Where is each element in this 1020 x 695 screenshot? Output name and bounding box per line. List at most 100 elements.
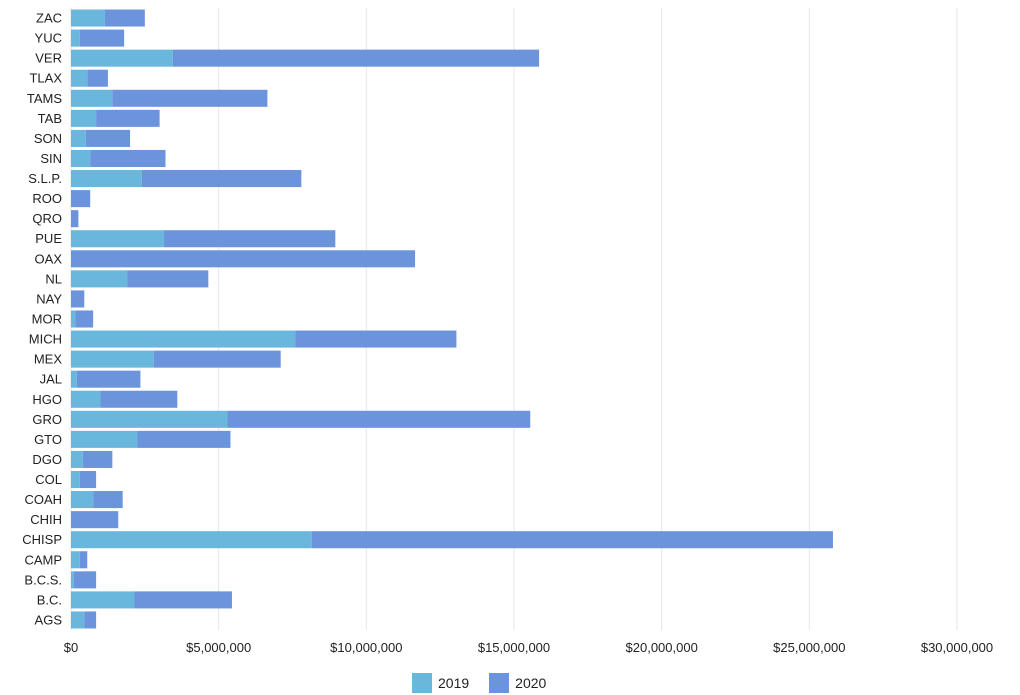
bar-2019[interactable]: [71, 390, 101, 408]
bar-2020[interactable]: [93, 491, 123, 509]
category-label: TAB: [38, 111, 62, 126]
bar-2020[interactable]: [76, 370, 141, 388]
category-label: ROO: [32, 191, 62, 206]
bar-2020[interactable]: [71, 511, 119, 529]
bar-2019[interactable]: [71, 370, 77, 388]
bar-2019[interactable]: [71, 330, 296, 348]
category-label: YUC: [35, 31, 62, 46]
category-label: GTO: [34, 432, 62, 447]
category-label: CHIH: [30, 512, 62, 527]
x-tick-label: $25,000,000: [773, 640, 845, 655]
bar-2020[interactable]: [79, 29, 125, 47]
x-tick-label: $20,000,000: [626, 640, 698, 655]
bar-2019[interactable]: [71, 49, 173, 67]
bar-2019[interactable]: [71, 29, 80, 47]
legend-swatch-2020: [489, 673, 510, 693]
category-label: NL: [45, 271, 62, 286]
bar-2020[interactable]: [141, 170, 302, 188]
legend-swatch-2019: [412, 673, 432, 693]
bar-2019[interactable]: [71, 129, 86, 147]
bar-2019[interactable]: [71, 9, 105, 27]
bar-2020[interactable]: [127, 270, 209, 288]
category-label: DGO: [32, 452, 62, 467]
category-label: HGO: [32, 392, 62, 407]
x-tick-labels: $0 $5,000,000 $10,000,000 $15,000,000 $20,00…: [64, 640, 993, 655]
category-labels: ZAC YUC VER TLAX TAMS TAB SON SIN S.L.P. ROO QRO PU…: [22, 11, 62, 628]
category-label: B.C.S.: [24, 572, 62, 587]
bar-2019[interactable]: [71, 591, 135, 609]
x-tick-label: $0: [64, 640, 78, 655]
bar-2020[interactable]: [137, 430, 231, 448]
bar-2019[interactable]: [71, 531, 312, 549]
bar-2020[interactable]: [295, 330, 457, 348]
bar-2020[interactable]: [79, 551, 88, 569]
bar-2020[interactable]: [71, 290, 85, 308]
bar-2020[interactable]: [71, 190, 91, 208]
legend-label-2020: 2020: [515, 675, 547, 691]
bar-2020[interactable]: [227, 410, 531, 428]
bar-2019[interactable]: [71, 611, 85, 629]
bar-2020[interactable]: [82, 450, 113, 468]
category-label: TLAX: [29, 71, 62, 86]
legend: 2019 2020: [412, 671, 566, 695]
bar-2020[interactable]: [75, 310, 94, 328]
bar-2019[interactable]: [71, 69, 88, 87]
category-label: GRO: [32, 412, 62, 427]
legend-label-2019: 2019: [438, 675, 470, 691]
bar-2019[interactable]: [71, 571, 74, 589]
bar-2020[interactable]: [311, 531, 833, 549]
bar-2019[interactable]: [71, 230, 165, 248]
bar-2020[interactable]: [104, 9, 145, 27]
bar-2019[interactable]: [71, 149, 91, 168]
bar-2019[interactable]: [71, 491, 94, 509]
bars: [71, 9, 833, 629]
category-label: B.C.: [37, 592, 62, 607]
bar-2020[interactable]: [134, 591, 232, 609]
bar-2019[interactable]: [71, 89, 113, 107]
category-label: S.L.P.: [28, 171, 62, 186]
bar-2020[interactable]: [71, 210, 79, 228]
category-label: COAH: [24, 492, 62, 507]
bar-2020[interactable]: [79, 470, 97, 489]
bar-2020[interactable]: [100, 390, 178, 408]
category-label: VER: [35, 51, 62, 66]
category-label: AGS: [35, 612, 63, 627]
category-label: COL: [35, 472, 62, 487]
bar-2019[interactable]: [71, 551, 80, 569]
x-tick-label: $15,000,000: [478, 640, 550, 655]
category-label: CHISP: [22, 532, 62, 547]
bar-2019[interactable]: [71, 450, 83, 468]
bar-2019[interactable]: [71, 270, 128, 288]
bar-2020[interactable]: [153, 350, 281, 368]
bar-2019[interactable]: [71, 109, 97, 127]
bar-2020[interactable]: [84, 611, 97, 629]
bar-2020[interactable]: [90, 149, 166, 168]
category-label: CAMP: [24, 552, 62, 567]
category-label: ZAC: [36, 11, 62, 26]
legend-item-2019[interactable]: 2019: [412, 673, 469, 693]
category-label: NAY: [36, 291, 62, 306]
bar-2019[interactable]: [71, 310, 76, 328]
bar-2019[interactable]: [71, 430, 138, 448]
category-label: JAL: [40, 372, 62, 387]
bar-2020[interactable]: [85, 129, 131, 147]
category-label: QRO: [32, 211, 62, 226]
bar-2020[interactable]: [112, 89, 268, 107]
bar-2020[interactable]: [87, 69, 108, 87]
x-tick-label: $30,000,000: [921, 640, 993, 655]
category-label: SIN: [40, 151, 62, 166]
bar-2020[interactable]: [71, 250, 416, 268]
bar-2019[interactable]: [71, 470, 80, 489]
legend-item-2020[interactable]: 2020: [489, 673, 546, 693]
bar-2020[interactable]: [164, 230, 336, 248]
bar-2019[interactable]: [71, 170, 142, 188]
bar-2019[interactable]: [71, 350, 154, 368]
bar-2020[interactable]: [96, 109, 160, 127]
category-label: OAX: [35, 251, 63, 266]
x-tick-label: $10,000,000: [330, 640, 402, 655]
category-label: MICH: [29, 332, 62, 347]
bar-2020[interactable]: [172, 49, 540, 67]
bar-2019[interactable]: [71, 410, 228, 428]
bar-2020[interactable]: [73, 571, 97, 589]
grid-lines: [70, 8, 958, 630]
